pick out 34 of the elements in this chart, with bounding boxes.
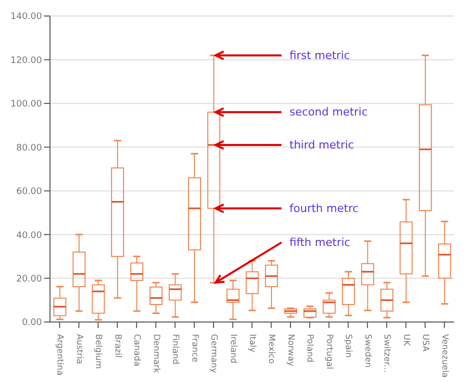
x-tick-label: Argentina: [54, 334, 65, 376]
annotation: third metric: [290, 138, 354, 152]
x-tick-label: Portugal: [324, 334, 334, 370]
y-tick-label: 20.00: [16, 274, 42, 284]
y-tick-label: 60.00: [16, 187, 42, 198]
x-tick-label: Austria: [74, 334, 84, 364]
x-tick-label: Brazil: [112, 334, 122, 358]
x-tick-label: Germany: [208, 334, 219, 374]
x-tick-label: USA: [420, 334, 430, 352]
x-tick-label: Venezuela: [439, 334, 450, 378]
x-tick-label: France: [189, 334, 200, 362]
x-tick-label: UK: [400, 334, 411, 346]
y-tick-label: 0.00: [22, 318, 42, 328]
y-tick-label: 80.00: [16, 143, 42, 154]
x-tick-label: Canada: [132, 334, 142, 366]
x-tick-label: Poland: [304, 334, 315, 362]
annotation: second metric: [290, 106, 368, 119]
x-tick-label: Switzer...: [382, 334, 392, 373]
annotation: fourth metrc: [290, 202, 359, 215]
x-tick-label: Belgium: [93, 334, 104, 369]
annotation: first metric: [290, 48, 350, 62]
x-tick-label: Spain: [343, 334, 354, 358]
x-tick-label: Finland: [170, 334, 180, 364]
y-tick-label: 40.00: [16, 230, 42, 241]
x-tick-label: Norway: [285, 334, 296, 366]
y-tick-label: 100.00: [10, 100, 42, 110]
x-tick-label: Italy: [247, 334, 257, 352]
y-tick-label: 120.00: [10, 56, 42, 66]
x-tick-label: Sweden: [362, 334, 372, 368]
annotation: fifth metric: [290, 236, 350, 249]
x-tick-label: Ireland: [228, 334, 238, 364]
y-tick-label: 140.00: [10, 12, 42, 22]
x-tick-label: Denmark: [150, 334, 161, 374]
x-tick-label: Mexico: [266, 334, 276, 364]
